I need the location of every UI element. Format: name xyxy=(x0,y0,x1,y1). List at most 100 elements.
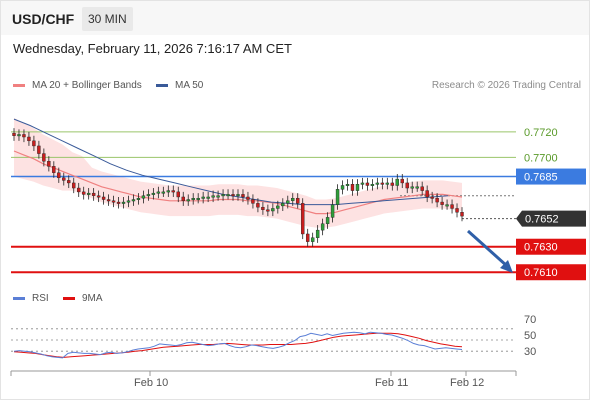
candle-body xyxy=(310,237,315,242)
candle xyxy=(405,177,409,194)
candle-body xyxy=(330,204,335,218)
candle xyxy=(325,212,330,229)
candle-body xyxy=(12,132,16,136)
level-label-0.7630: 0.7630 xyxy=(524,242,558,254)
candle-body xyxy=(156,191,161,194)
candle xyxy=(450,199,454,214)
candle-body xyxy=(216,195,220,198)
rsi-ma-swatch xyxy=(63,297,75,300)
candle-body xyxy=(176,191,180,198)
candle-body xyxy=(291,198,295,201)
candle xyxy=(460,207,464,222)
candle-body xyxy=(221,194,225,197)
candle-body xyxy=(72,182,76,189)
candle-body xyxy=(67,180,71,184)
level-tag-0.7630 xyxy=(516,238,586,255)
candle xyxy=(47,156,51,172)
level-tag-0.7610 xyxy=(516,264,586,281)
candle xyxy=(136,193,141,205)
candle-body xyxy=(86,192,91,195)
candle xyxy=(335,184,340,210)
candle-body xyxy=(146,194,151,197)
level-label-0.7610: 0.7610 xyxy=(524,267,558,279)
candle xyxy=(121,196,126,209)
candle-body xyxy=(62,177,66,181)
ma50-swatch xyxy=(156,84,168,87)
candle-body xyxy=(52,166,56,173)
forecast-arrow xyxy=(466,229,509,268)
candle xyxy=(246,191,250,205)
candle-body xyxy=(186,199,190,202)
candle-body xyxy=(355,184,360,191)
legend-rsi-label: RSI xyxy=(32,293,49,304)
candle-body xyxy=(445,204,449,207)
candle xyxy=(201,191,205,204)
candle xyxy=(251,194,255,209)
candle xyxy=(126,195,131,208)
candle xyxy=(131,194,136,206)
candle xyxy=(365,177,370,191)
rsi-line xyxy=(13,331,463,359)
candle xyxy=(156,186,161,199)
candle xyxy=(226,189,230,200)
candle xyxy=(186,194,190,206)
candle xyxy=(22,129,26,143)
candle-body xyxy=(305,233,310,242)
research-credit: Research © 2026 Trading Central xyxy=(431,80,581,91)
rsi-level-30: 30 xyxy=(524,346,537,358)
level-label-0.7685: 0.7685 xyxy=(524,172,558,184)
candle-body xyxy=(281,203,285,207)
candle xyxy=(62,172,66,186)
candle xyxy=(12,128,16,141)
candle-body xyxy=(435,198,439,203)
candle xyxy=(410,181,414,194)
candle-body xyxy=(350,184,355,191)
candle xyxy=(176,186,180,203)
candle xyxy=(52,161,56,178)
candle xyxy=(236,189,240,201)
candle-body xyxy=(400,178,404,184)
chart-header: USD/CHF 30 MIN xyxy=(1,1,589,35)
candle-body xyxy=(450,204,454,209)
candle-body xyxy=(455,208,459,213)
candle-body xyxy=(266,209,270,212)
candle xyxy=(261,202,265,215)
candle xyxy=(425,185,429,203)
candle xyxy=(101,191,106,205)
candle xyxy=(271,203,275,217)
candle-body xyxy=(395,178,399,186)
candle xyxy=(445,199,449,210)
candle xyxy=(86,188,91,200)
candle xyxy=(231,189,235,201)
ma20-swatch xyxy=(13,84,25,87)
candle-body xyxy=(380,182,385,185)
candle-body xyxy=(425,190,429,198)
candle-body xyxy=(211,195,215,198)
candle xyxy=(27,131,31,146)
candle xyxy=(420,181,424,196)
candle-body xyxy=(42,153,46,162)
candle xyxy=(151,188,156,200)
candle-body xyxy=(231,194,235,197)
candle xyxy=(315,225,320,243)
candle-body xyxy=(126,200,131,203)
level-label-0.7720: 0.7720 xyxy=(524,127,558,139)
candle xyxy=(191,193,195,205)
candle-body xyxy=(325,217,330,224)
legend-ma20-label: MA 20 + Bollinger Bands xyxy=(32,80,142,91)
candle-body xyxy=(430,196,434,199)
candle-body xyxy=(241,194,245,198)
legend-item-rsi: RSI xyxy=(13,293,49,304)
candle-body xyxy=(226,194,230,197)
bollinger-band xyxy=(14,117,462,228)
current-price-tag xyxy=(516,210,586,227)
x-label-feb11: Feb 11 xyxy=(375,377,409,389)
candle xyxy=(146,189,151,201)
interval-button[interactable]: 30 MIN xyxy=(82,7,133,31)
candle-body xyxy=(27,136,31,142)
candle xyxy=(196,193,200,204)
candle-body xyxy=(22,134,26,138)
candle-body xyxy=(385,182,390,185)
candle-body xyxy=(191,198,195,200)
